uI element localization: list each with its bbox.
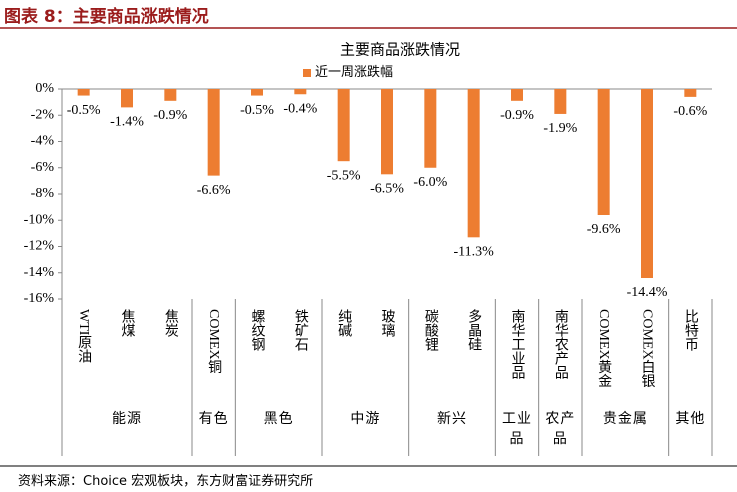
x-tick-label: 焦煤 bbox=[120, 309, 136, 337]
legend-swatch bbox=[303, 69, 311, 77]
x-tick-label: 纯碱 bbox=[336, 309, 352, 337]
value-label: -0.5% bbox=[240, 103, 274, 118]
group-label: 其他 bbox=[675, 412, 706, 427]
value-label: -14.4% bbox=[627, 285, 668, 300]
x-tick-label: 比特币 bbox=[683, 309, 699, 351]
bar bbox=[77, 89, 90, 96]
x-tick-label: 碳酸锂 bbox=[423, 309, 439, 352]
value-label: -0.9% bbox=[500, 108, 534, 123]
bar bbox=[381, 89, 393, 175]
bar bbox=[164, 89, 177, 101]
y-tick-label: 0% bbox=[35, 81, 54, 96]
x-tick-label: COMEX白银 bbox=[640, 309, 656, 388]
bar bbox=[294, 89, 307, 95]
x-tick-label: 南华工业品 bbox=[510, 309, 526, 379]
value-label: -0.6% bbox=[673, 104, 707, 119]
chart-title: 主要商品涨跌情况 bbox=[340, 41, 460, 58]
group-label: 工业品 bbox=[502, 412, 532, 447]
group-label: 有色 bbox=[198, 412, 229, 427]
bar bbox=[511, 89, 523, 101]
x-tick-label: 焦炭 bbox=[163, 309, 179, 337]
y-tick-label: -10% bbox=[24, 212, 55, 227]
group-label: 农产品 bbox=[545, 412, 576, 447]
value-label: -9.6% bbox=[587, 222, 621, 237]
legend-label: 近一周涨跌幅 bbox=[315, 64, 393, 79]
bar bbox=[207, 89, 220, 176]
y-tick-label: -14% bbox=[24, 265, 55, 280]
bar bbox=[554, 89, 567, 114]
bar bbox=[641, 89, 653, 278]
value-label: -11.3% bbox=[454, 245, 495, 260]
y-tick-label: -16% bbox=[24, 291, 55, 306]
value-label: -6.0% bbox=[413, 175, 447, 190]
y-tick-label: -6% bbox=[31, 160, 55, 175]
group-label: 黑色 bbox=[263, 412, 294, 427]
y-tick-label: -2% bbox=[31, 107, 55, 122]
value-label: -5.5% bbox=[327, 168, 361, 183]
x-tick-label: WTI原油 bbox=[76, 309, 92, 364]
bar bbox=[467, 89, 480, 238]
y-tick-label: -4% bbox=[31, 134, 55, 149]
x-tick-label: 玻璃 bbox=[380, 309, 396, 337]
group-label: 新兴 bbox=[436, 412, 467, 427]
x-tick-label: COMEX黄金 bbox=[596, 309, 612, 388]
y-tick-label: -8% bbox=[31, 186, 55, 201]
value-label: -0.9% bbox=[153, 108, 187, 123]
x-tick-label: COMEX铜 bbox=[206, 309, 222, 375]
bar bbox=[337, 89, 350, 162]
bar bbox=[121, 89, 133, 108]
source-note: 资料来源：Choice 宏观板块，东方财富证券研究所 bbox=[18, 474, 314, 489]
x-tick-label: 南华农产品 bbox=[553, 309, 569, 379]
group-label: 中游 bbox=[350, 412, 381, 427]
x-tick-label: 铁矿石 bbox=[293, 309, 309, 351]
value-label: -1.9% bbox=[543, 121, 577, 136]
y-tick-label: -12% bbox=[24, 239, 55, 254]
bar bbox=[424, 89, 437, 168]
value-label: -0.4% bbox=[283, 101, 317, 116]
figure-header: 图表 8：主要商品涨跌情况 bbox=[4, 7, 209, 27]
value-label: -6.5% bbox=[370, 182, 404, 197]
bar bbox=[251, 89, 263, 96]
value-label: -6.6% bbox=[197, 183, 231, 198]
value-label: -0.5% bbox=[67, 103, 101, 118]
group-label: 能源 bbox=[112, 412, 142, 427]
bar bbox=[684, 89, 697, 97]
value-label: -1.4% bbox=[110, 115, 144, 130]
bar bbox=[597, 89, 610, 215]
x-tick-label: 多晶硅 bbox=[466, 308, 482, 351]
x-tick-label: 螺纹钢 bbox=[250, 309, 266, 352]
group-label: 贵金属 bbox=[602, 412, 648, 427]
